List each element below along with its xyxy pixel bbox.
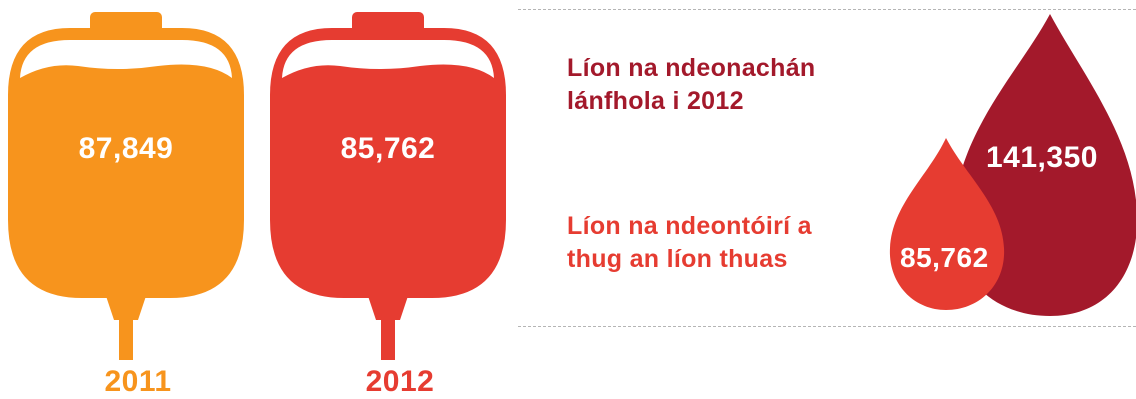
donations-drop-value: 141,350 [986,141,1098,174]
donations-label: Líon na ndeonachán lánfhola i 2012 [567,54,816,115]
divider-top [518,9,1136,10]
blood-bag-icon [270,12,506,360]
bag-value-2012: 85,762 [340,132,436,165]
blood-bag-2011: 87,849 [8,0,244,399]
blood-bag-2012: 85,762 [270,0,506,399]
blood-drops: 141,350 85,762 [870,0,1136,330]
year-label-2011: 2011 [104,365,172,398]
year-label-2012: 2012 [365,365,435,398]
bag-value-2011: 87,849 [78,132,174,165]
divider-bottom [518,326,1136,327]
drops-graphic [889,14,1136,316]
small-drop-icon [889,138,1005,310]
donors-drop-value: 85,762 [900,242,989,273]
donors-label: Líon na ndeontóirí a thug an líon thuas [567,212,812,273]
blood-bag-icon [8,12,244,360]
